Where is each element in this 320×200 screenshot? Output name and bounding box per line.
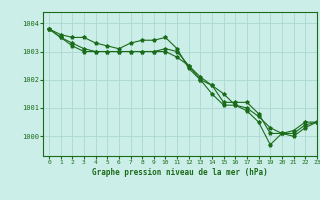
X-axis label: Graphe pression niveau de la mer (hPa): Graphe pression niveau de la mer (hPa) bbox=[92, 168, 268, 177]
